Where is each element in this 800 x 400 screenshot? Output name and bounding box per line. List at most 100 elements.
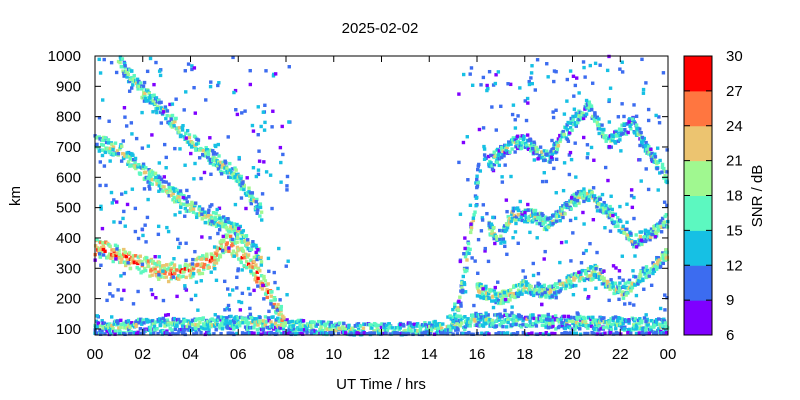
snr-cell <box>172 265 177 270</box>
snr-cell <box>113 332 117 336</box>
snr-cell <box>167 323 171 327</box>
snr-cell <box>115 244 120 249</box>
snr-cell <box>554 219 559 223</box>
snr-cell <box>463 290 468 294</box>
snr-cell <box>604 203 608 208</box>
snr-cell <box>571 321 575 326</box>
snr-cell <box>373 329 377 333</box>
snr-cell <box>221 160 225 165</box>
snr-cell <box>227 220 231 225</box>
snr-cell <box>597 131 601 136</box>
snr-cell <box>209 159 213 164</box>
snr-cell <box>550 331 554 336</box>
snr-cell <box>189 297 194 302</box>
snr-cell <box>540 179 545 184</box>
snr-cell <box>238 258 243 262</box>
snr-cell <box>470 83 475 87</box>
snr-cell <box>616 323 620 327</box>
snr-cell <box>609 324 613 329</box>
snr-cell <box>118 329 122 333</box>
snr-cell <box>457 160 461 165</box>
snr-cell <box>203 220 207 225</box>
snr-cell <box>613 281 618 285</box>
snr-cell <box>227 308 232 312</box>
snr-cell <box>273 298 278 302</box>
y-axis-label: km <box>7 186 24 206</box>
snr-cell <box>619 149 623 153</box>
snr-cell <box>180 268 184 272</box>
snr-cell <box>263 323 268 327</box>
snr-cell <box>577 270 581 275</box>
snr-cell <box>571 231 575 235</box>
snr-cell <box>274 311 279 315</box>
snr-cell <box>522 279 526 284</box>
snr-cell <box>228 168 232 172</box>
snr-cell <box>172 263 177 267</box>
snr-cell <box>547 321 552 326</box>
snr-cell <box>587 108 592 112</box>
snr-cell <box>244 206 248 211</box>
snr-cell <box>284 264 288 268</box>
snr-cell <box>218 220 222 225</box>
snr-cell <box>234 322 239 326</box>
snr-cell <box>243 256 247 260</box>
snr-cell <box>407 332 411 336</box>
snr-cell <box>206 150 210 154</box>
snr-cell <box>168 102 172 107</box>
snr-cell <box>226 324 230 328</box>
snr-cell <box>461 274 465 279</box>
snr-cell <box>168 272 172 276</box>
snr-cell <box>185 324 189 329</box>
snr-cell <box>617 269 622 273</box>
snr-cell <box>161 110 166 114</box>
snr-cell <box>461 331 465 336</box>
snr-cell <box>136 87 140 91</box>
snr-cell <box>468 203 473 207</box>
snr-cell <box>569 259 573 263</box>
snr-cell <box>602 282 606 286</box>
snr-cell <box>562 132 566 137</box>
snr-cell <box>538 145 543 149</box>
snr-cell <box>519 316 524 321</box>
snr-cell <box>528 319 532 323</box>
snr-cell <box>141 269 145 274</box>
snr-cell <box>125 202 130 207</box>
snr-cell <box>631 269 635 273</box>
snr-cell <box>225 166 229 170</box>
snr-cell <box>275 308 280 312</box>
snr-cell <box>535 221 539 226</box>
snr-cell <box>190 200 194 205</box>
snr-cell <box>434 322 438 327</box>
snr-cell <box>387 322 391 326</box>
snr-cell <box>279 326 283 330</box>
snr-cell <box>613 141 618 145</box>
snr-cell <box>536 214 541 218</box>
snr-cell <box>529 142 534 146</box>
snr-cell <box>629 231 633 236</box>
snr-cell <box>153 255 157 259</box>
snr-cell <box>531 273 536 278</box>
snr-cell <box>137 267 141 271</box>
snr-cell <box>509 288 513 292</box>
snr-cell <box>555 211 559 215</box>
snr-cell <box>642 287 646 291</box>
snr-cell <box>492 162 497 167</box>
snr-cell <box>130 132 134 136</box>
snr-cell <box>518 86 522 90</box>
snr-cell <box>233 225 238 230</box>
snr-cell <box>151 110 155 114</box>
snr-cell <box>161 269 165 273</box>
snr-cell <box>218 165 223 169</box>
snr-cell <box>477 127 482 132</box>
snr-cell <box>630 117 635 121</box>
snr-cell <box>573 216 578 221</box>
snr-cell <box>273 321 278 325</box>
snr-cell <box>361 326 366 330</box>
snr-cell <box>255 280 259 284</box>
snr-cell <box>509 219 513 223</box>
snr-cell <box>611 285 615 290</box>
snr-cell <box>115 247 119 251</box>
snr-cell <box>517 218 521 222</box>
colorbar-swatch <box>684 265 712 301</box>
snr-cell <box>566 274 571 278</box>
